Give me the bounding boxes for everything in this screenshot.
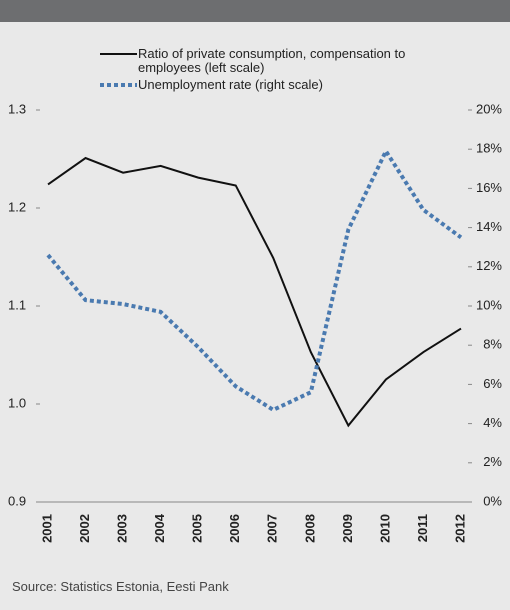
y2-tick-label: 0%	[483, 493, 502, 508]
y2-tick-label: 20%	[476, 101, 502, 116]
x-tick-label: 2010	[377, 514, 392, 543]
y-tick-label: 1.0	[8, 395, 26, 410]
series-line	[46, 147, 463, 413]
series-line	[47, 156, 462, 428]
x-tick-label: 2003	[115, 514, 130, 543]
x-tick-label: 2012	[452, 514, 467, 543]
y-tick-label: 1.3	[8, 101, 26, 116]
x-tick-label: 2007	[265, 514, 280, 543]
header-band	[0, 0, 510, 22]
y2-tick-label: 12%	[476, 258, 502, 273]
y2-tick-label: 2%	[483, 454, 502, 469]
y2-tick-label: 16%	[476, 180, 502, 195]
y-tick-label: 0.9	[8, 493, 26, 508]
y2-tick-label: 10%	[476, 297, 502, 312]
y2-tick-label: 14%	[476, 219, 502, 234]
y2-tick-label: 6%	[483, 376, 502, 391]
y2-tick-label: 18%	[476, 141, 502, 156]
legend-label: Ratio of private consumption, compensati…	[138, 46, 406, 75]
x-tick-label: 2002	[77, 514, 92, 543]
x-tick-label: 2006	[227, 514, 242, 543]
y2-tick-label: 4%	[483, 415, 502, 430]
y2-tick-label: 8%	[483, 337, 502, 352]
source-note: Source: Statistics Estonia, Eesti Pank	[12, 579, 229, 594]
x-tick-label: 2005	[190, 514, 205, 543]
x-tick-label: 2011	[415, 514, 430, 542]
legend-label: Unemployment rate (right scale)	[138, 77, 323, 92]
x-tick-label: 2009	[340, 514, 355, 543]
y-tick-label: 1.1	[8, 297, 26, 312]
x-tick-label: 2008	[302, 514, 317, 543]
x-tick-label: 2004	[152, 513, 167, 543]
y-tick-label: 1.2	[8, 199, 26, 214]
x-tick-label: 2001	[39, 514, 54, 543]
